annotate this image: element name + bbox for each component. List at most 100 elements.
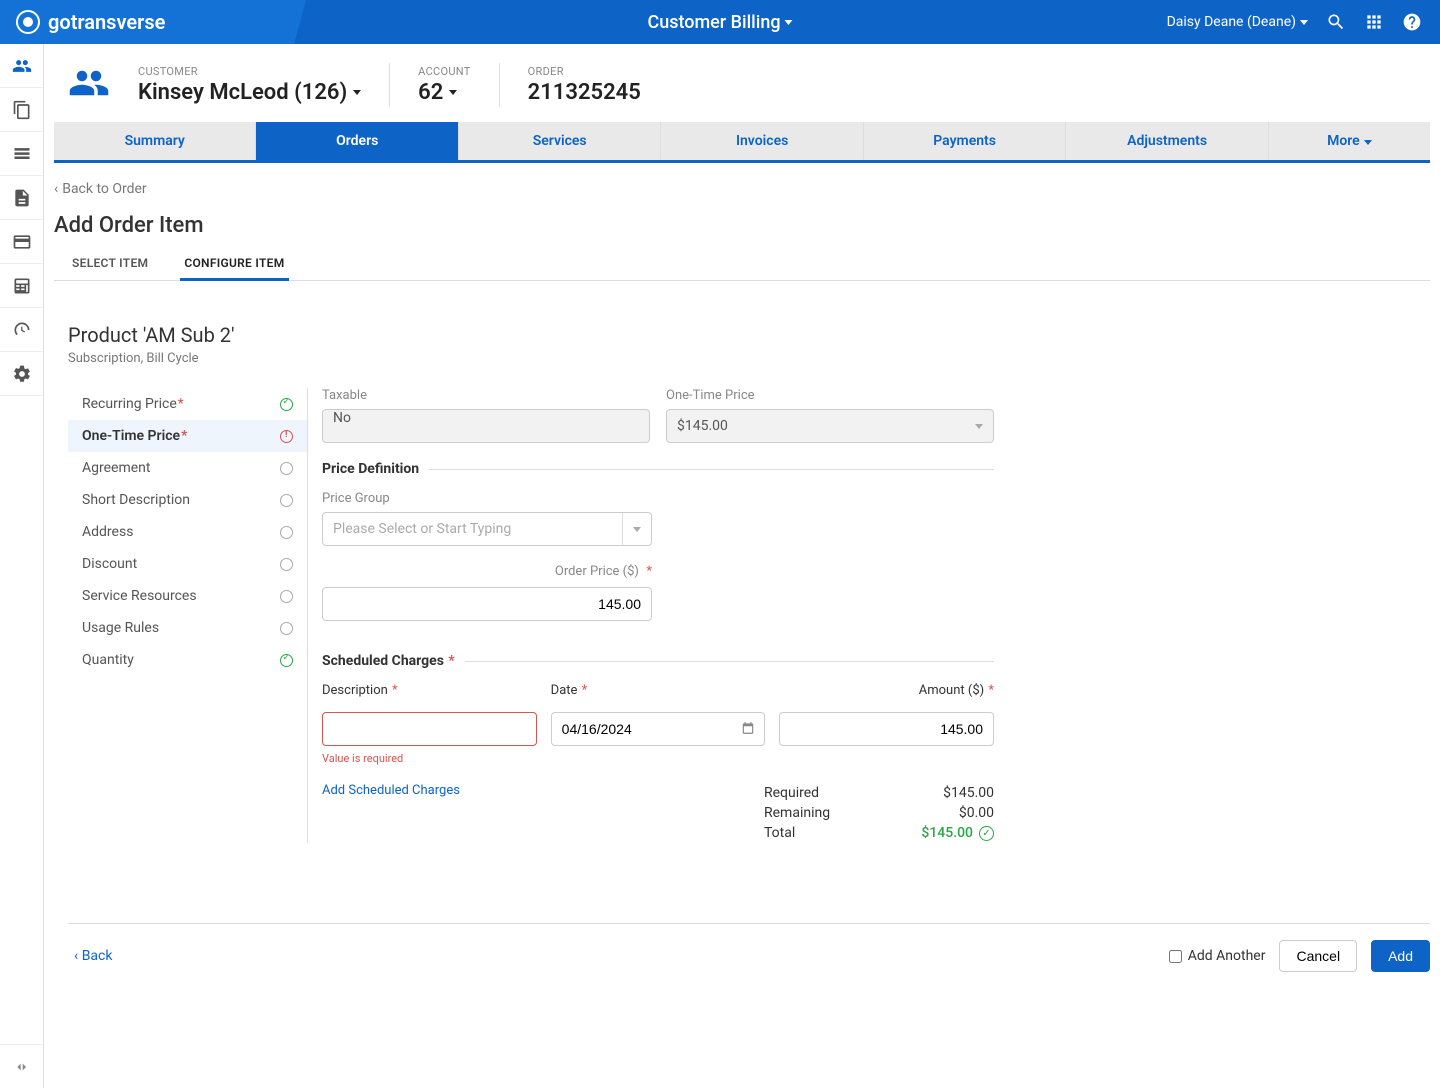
nav-label: Recurring Price (82, 396, 177, 412)
brand-logo-icon (16, 10, 40, 34)
page-body: ‹ Back to Order Add Order Item SELECT IT… (44, 163, 1440, 992)
footer-back-link[interactable]: ‹ Back (68, 948, 112, 964)
order-block: ORDER 211325245 (528, 65, 641, 105)
nav-recurring-price[interactable]: Recurring Price* (68, 388, 307, 420)
scheduled-charges-text: Scheduled Charges (322, 653, 444, 669)
customer-block[interactable]: CUSTOMER Kinsey McLeod (126) (138, 65, 361, 105)
sidebar-expand[interactable] (0, 1044, 43, 1088)
status-ok-icon (280, 398, 293, 411)
context-header: CUSTOMER Kinsey McLeod (126) ACCOUNT 62 … (44, 44, 1440, 122)
config-form: Taxable No One-Time Price $145.00 (308, 388, 1008, 843)
onetime-price-value: $145.00 (677, 418, 728, 434)
nav-label: Discount (82, 556, 137, 572)
taxable-field: No (322, 409, 650, 443)
back-to-order-text: Back to Order (62, 181, 146, 197)
sidebar-document[interactable] (0, 176, 43, 220)
date-input[interactable] (551, 712, 766, 746)
sidebar-calculator[interactable] (0, 264, 43, 308)
cancel-button[interactable]: Cancel (1279, 940, 1357, 972)
user-menu[interactable]: Daisy Deane (Deane) (1167, 14, 1308, 30)
desc-header: Description * (322, 683, 537, 698)
sidebar-dashboard[interactable] (0, 308, 43, 352)
tab-services[interactable]: Services (459, 122, 661, 160)
nav-discount[interactable]: Discount (68, 548, 307, 580)
sidebar-customers[interactable] (0, 44, 43, 88)
price-definition-title: Price Definition (322, 461, 994, 477)
add-another-label: Add Another (1188, 948, 1266, 964)
add-scheduled-charges-link[interactable]: Add Scheduled Charges (322, 783, 460, 798)
price-definition-text: Price Definition (322, 461, 419, 477)
account-block[interactable]: ACCOUNT 62 (418, 65, 471, 105)
caret-down-icon (622, 513, 641, 545)
nav-address[interactable]: Address (68, 516, 307, 548)
subtab-configure-item[interactable]: CONFIGURE ITEM (180, 248, 288, 281)
price-group-select[interactable]: Please Select or Start Typing (322, 512, 652, 546)
sidebar-copy[interactable] (0, 88, 43, 132)
topbar-title-text: Customer Billing (647, 12, 780, 33)
user-name: Daisy Deane (Deane) (1167, 14, 1296, 30)
price-group-label: Price Group (322, 491, 652, 506)
required-star: * (448, 653, 454, 669)
divider (465, 661, 994, 662)
nav-label: Agreement (82, 460, 150, 476)
nav-quantity[interactable]: Quantity (68, 644, 307, 676)
tab-summary[interactable]: Summary (54, 122, 256, 160)
taxable-label: Taxable (322, 388, 650, 403)
brand-logo[interactable]: gotransverse (0, 0, 181, 44)
tab-payments[interactable]: Payments (864, 122, 1066, 160)
nav-short-description[interactable]: Short Description (68, 484, 307, 516)
calendar-icon[interactable] (741, 721, 755, 739)
add-another-checkbox[interactable]: Add Another (1169, 948, 1266, 964)
search-icon[interactable] (1326, 12, 1346, 32)
description-error: Value is required (322, 752, 537, 765)
date-header: Date * (551, 683, 766, 698)
help-icon[interactable] (1402, 12, 1422, 32)
config-layout: Recurring Price* One-Time Price* Agreeme… (68, 388, 1430, 843)
add-another-input[interactable] (1169, 950, 1182, 963)
add-button[interactable]: Add (1371, 940, 1430, 972)
nav-service-resources[interactable]: Service Resources (68, 580, 307, 612)
status-empty-icon (280, 558, 293, 571)
sidebar-data[interactable] (0, 132, 43, 176)
scheduled-charges-title: Scheduled Charges * (322, 653, 994, 669)
scheduled-row: Value is required (322, 712, 994, 765)
main-content: CUSTOMER Kinsey McLeod (126) ACCOUNT 62 … (44, 44, 1440, 1088)
onetime-price-select[interactable]: $145.00 (666, 409, 994, 443)
subtab-select-item[interactable]: SELECT ITEM (68, 248, 152, 280)
caret-down-icon (1364, 140, 1372, 145)
required-value: $145.00 (943, 785, 994, 801)
tab-invoices[interactable]: Invoices (661, 122, 863, 160)
check-icon: ✓ (979, 826, 994, 841)
price-group-placeholder: Please Select or Start Typing (333, 521, 511, 537)
product-section: Product 'AM Sub 2' Subscription, Bill Cy… (54, 281, 1430, 972)
required-label: Required (764, 785, 819, 801)
nav-label: Service Resources (82, 588, 197, 604)
sidebar-card[interactable] (0, 220, 43, 264)
remaining-label: Remaining (764, 805, 830, 821)
description-input[interactable] (322, 712, 537, 746)
customer-label: CUSTOMER (138, 65, 361, 78)
brand-name: gotransverse (48, 10, 165, 34)
order-price-input[interactable] (322, 587, 652, 621)
apps-icon[interactable] (1364, 12, 1384, 32)
nav-onetime-price[interactable]: One-Time Price* (68, 420, 307, 452)
order-value: 211325245 (528, 80, 641, 105)
topbar-right: Daisy Deane (Deane) (1167, 12, 1440, 32)
customer-value: Kinsey McLeod (126) (138, 80, 347, 105)
nav-label: One-Time Price (82, 428, 180, 444)
app-body: CUSTOMER Kinsey McLeod (126) ACCOUNT 62 … (0, 44, 1440, 1088)
nav-agreement[interactable]: Agreement (68, 452, 307, 484)
amount-input[interactable] (779, 712, 994, 746)
tab-orders[interactable]: Orders (256, 122, 458, 160)
caret-down-icon (975, 424, 983, 429)
order-price-label: Order Price ($) * (555, 564, 652, 579)
scheduled-header: Description * Date * Amount ($) * (322, 683, 994, 704)
status-ok-icon (280, 654, 293, 667)
nav-usage-rules[interactable]: Usage Rules (68, 612, 307, 644)
tab-adjustments[interactable]: Adjustments (1066, 122, 1268, 160)
topbar: gotransverse Customer Billing Daisy Dean… (0, 0, 1440, 44)
tab-more[interactable]: More (1269, 122, 1430, 160)
topbar-title[interactable]: Customer Billing (647, 12, 792, 33)
back-to-order-link[interactable]: ‹ Back to Order (54, 177, 147, 213)
sidebar-settings[interactable] (0, 352, 43, 396)
